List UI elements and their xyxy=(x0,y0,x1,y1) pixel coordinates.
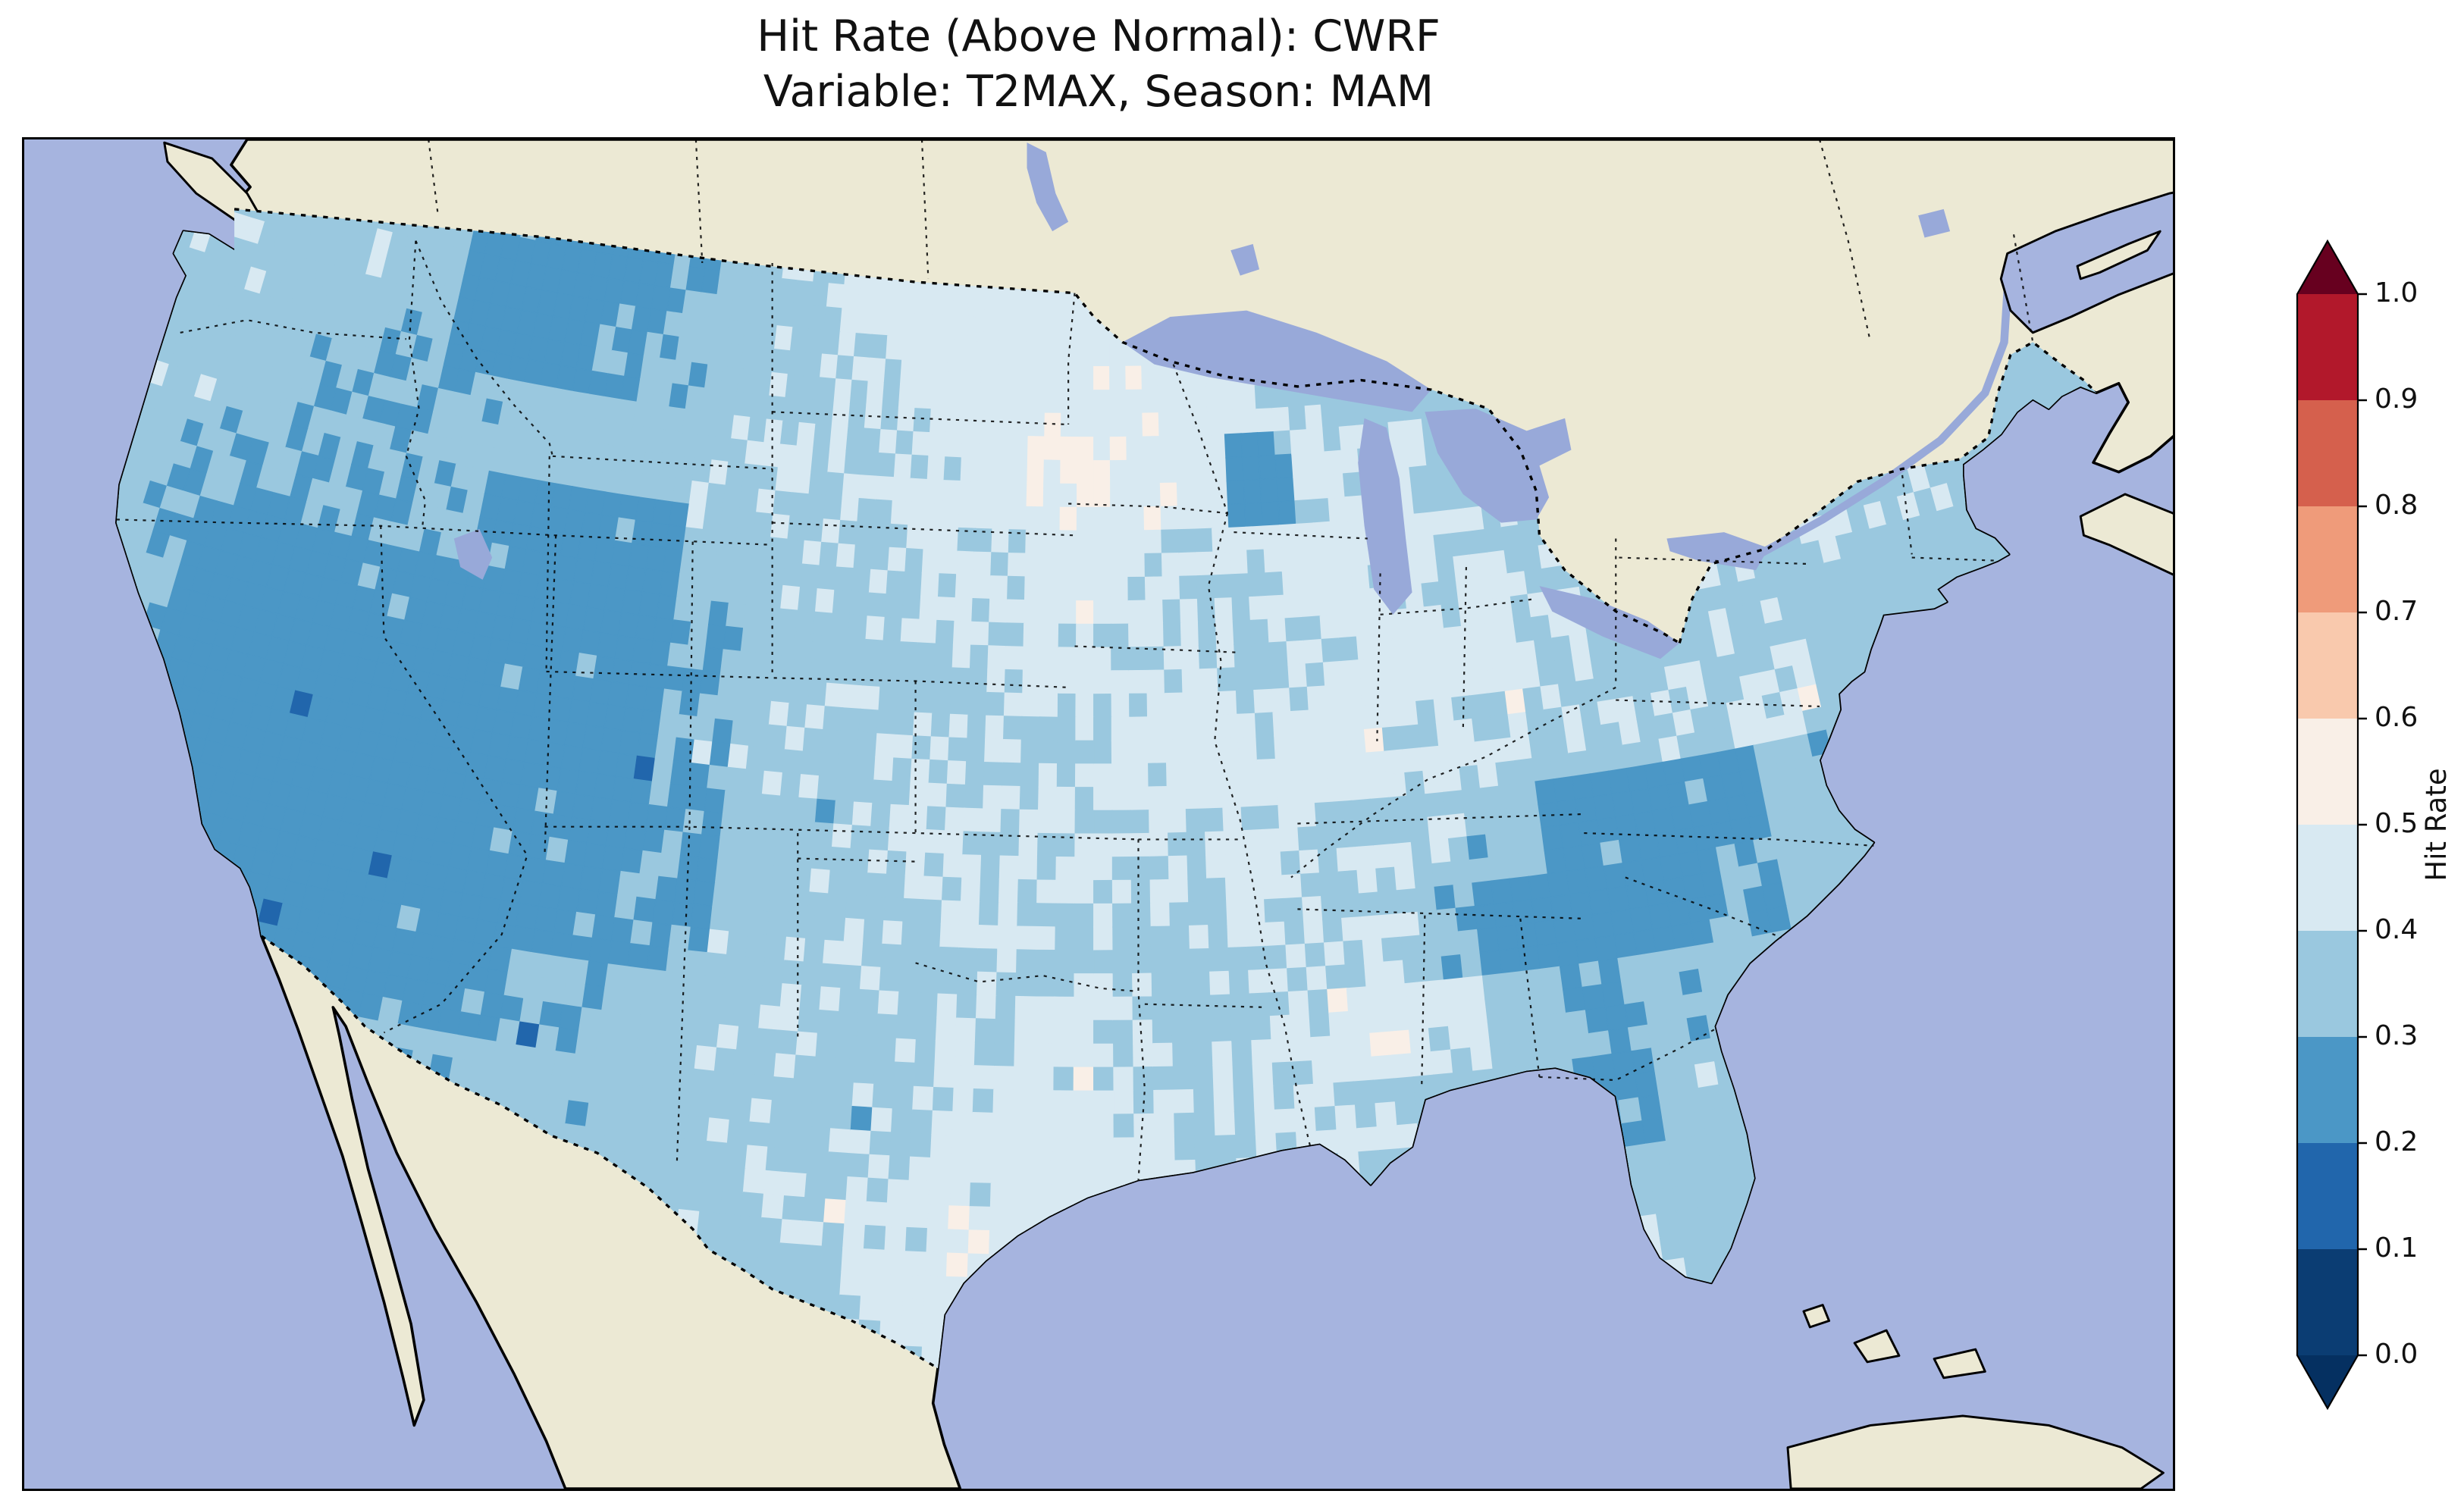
lake-winnipeg xyxy=(1027,143,1069,232)
colorbar-tick-label: 0.1 xyxy=(2375,1232,2418,1264)
colorbar-tick-label: 0.6 xyxy=(2375,702,2418,733)
map-axes-frame xyxy=(22,137,2175,1491)
colorbar-ticks: 0.0 0.1 0.2 0.3 0.4 0.5 0.6 0.7 0.8 0.9 1.0 xyxy=(2358,277,2418,1370)
lake-ontario xyxy=(1666,532,1769,571)
great-salt-lake xyxy=(453,528,493,580)
lake-michigan xyxy=(1358,418,1412,615)
state-borders xyxy=(116,139,2034,1180)
lake-erie xyxy=(1539,586,1680,659)
colorbar-tick-label: 1.0 xyxy=(2375,277,2418,309)
conus-hit-rate-map xyxy=(24,139,2173,1489)
colorbar-tick-label: 0.4 xyxy=(2375,914,2418,945)
colorbar-tick-label: 0.7 xyxy=(2375,596,2418,627)
bahamas-island-1 xyxy=(1853,1329,1901,1364)
colorbar-tick-label: 0.5 xyxy=(2375,808,2418,839)
st-lawrence-river xyxy=(1754,287,2011,559)
cuba xyxy=(1786,1414,2165,1489)
chart-title-line2: Variable: T2MAX, Season: MAM xyxy=(763,66,1434,117)
bahamas-island-3 xyxy=(1802,1304,1831,1329)
colorbar-tick-label: 0.2 xyxy=(2375,1126,2418,1157)
lake-superior xyxy=(1122,310,1431,412)
colorbar: 0.0 0.1 0.2 0.3 0.4 0.5 0.6 0.7 0.8 0.9 1.0 Hit Ra… xyxy=(2296,239,2464,1416)
chart-title-line1: Hit Rate (Above Normal): CWRF xyxy=(757,11,1440,61)
us-mexico-border xyxy=(260,935,939,1370)
colorbar-tick-label: 0.0 xyxy=(2375,1339,2418,1370)
us-canada-border xyxy=(234,208,2098,644)
lac-st-jean xyxy=(1918,208,1951,238)
colorbar-bands xyxy=(2296,239,2359,1411)
colorbar-tick-label: 0.8 xyxy=(2375,490,2418,521)
lake-huron xyxy=(1425,409,1572,523)
nova-scotia xyxy=(2079,493,2173,576)
chart-title: Hit Rate (Above Normal): CWRF Variable: … xyxy=(22,9,2175,120)
colorbar-axis-label: Hit Rate xyxy=(2420,768,2453,881)
colorbar-tick-label: 0.9 xyxy=(2375,384,2418,415)
lake-nipigon xyxy=(1230,243,1260,276)
colorbar-svg: 0.0 0.1 0.2 0.3 0.4 0.5 0.6 0.7 0.8 0.9 1.0 Hit Ra… xyxy=(2296,239,2453,1411)
anticosti-island xyxy=(2076,230,2161,280)
bahamas-island-2 xyxy=(1933,1348,1986,1380)
colorbar-tick-label: 0.3 xyxy=(2375,1020,2418,1051)
